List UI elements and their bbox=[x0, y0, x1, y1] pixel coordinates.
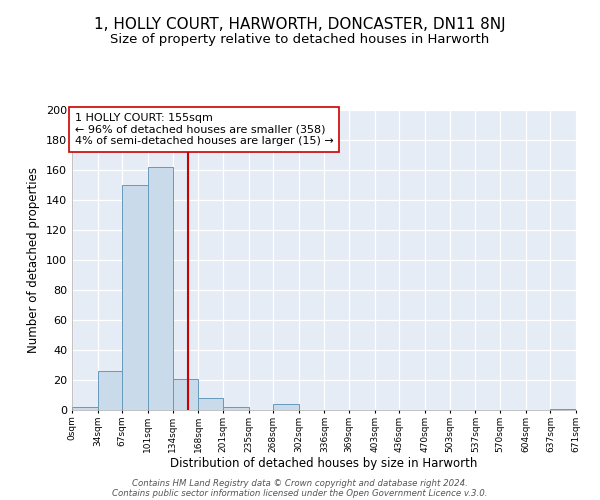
Bar bbox=[122, 185, 148, 410]
Text: 1 HOLLY COURT: 155sqm
← 96% of detached houses are smaller (358)
4% of semi-deta: 1 HOLLY COURT: 155sqm ← 96% of detached … bbox=[75, 113, 334, 146]
Bar bbox=[273, 404, 299, 410]
Bar bbox=[198, 398, 223, 410]
Text: 1, HOLLY COURT, HARWORTH, DONCASTER, DN11 8NJ: 1, HOLLY COURT, HARWORTH, DONCASTER, DN1… bbox=[94, 18, 506, 32]
Bar bbox=[223, 407, 248, 410]
X-axis label: Distribution of detached houses by size in Harworth: Distribution of detached houses by size … bbox=[170, 458, 478, 470]
Text: Contains public sector information licensed under the Open Government Licence v.: Contains public sector information licen… bbox=[112, 488, 488, 498]
Text: Size of property relative to detached houses in Harworth: Size of property relative to detached ho… bbox=[110, 32, 490, 46]
Bar bbox=[173, 378, 198, 410]
Text: Contains HM Land Registry data © Crown copyright and database right 2024.: Contains HM Land Registry data © Crown c… bbox=[132, 478, 468, 488]
Bar bbox=[72, 407, 98, 410]
Bar bbox=[98, 371, 122, 410]
Bar bbox=[550, 408, 576, 410]
Y-axis label: Number of detached properties: Number of detached properties bbox=[28, 167, 40, 353]
Bar bbox=[148, 167, 173, 410]
